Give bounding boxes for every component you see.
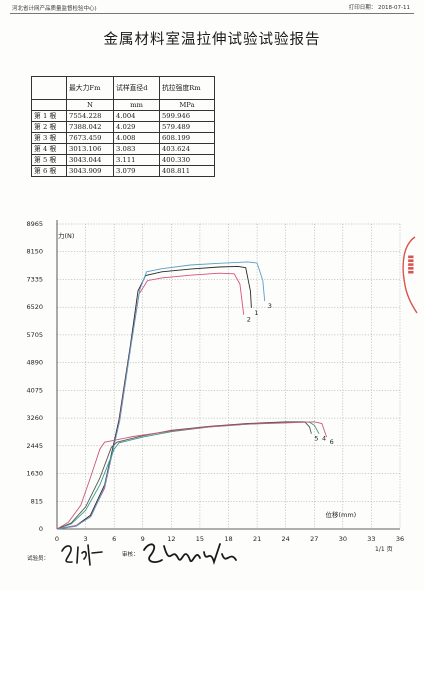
row-label: 第 3 根	[31, 132, 67, 144]
tester-label: 试验员：	[27, 556, 50, 562]
row-rm: 579.489	[158, 121, 216, 133]
series-line-6	[56, 421, 328, 530]
y-tick-label: 8965	[26, 220, 43, 228]
reviewer-label: 审核：	[122, 552, 139, 558]
row-fm: 7673.459	[65, 132, 115, 144]
x-tick-label: 15	[196, 535, 204, 543]
x-tick-label: 0	[55, 535, 59, 543]
x-tick-label: 21	[253, 535, 261, 543]
row-d: 4.004	[113, 110, 160, 122]
x-tick-label: 36	[396, 535, 404, 543]
table-header-rm: 抗拉强度Rm	[158, 76, 216, 100]
row-d: 4.029	[113, 121, 160, 133]
row-rm: 608.199	[158, 132, 216, 144]
row-label: 第 4 根	[31, 143, 67, 155]
row-rm: 403.624	[158, 143, 216, 155]
x-tick-label: 33	[367, 535, 375, 543]
series-label-3: 3	[268, 302, 272, 310]
results-table: 最大力Fm 试样直径d 抗拉强度Rm N mm MPa 第 1 根 7554.2…	[31, 76, 216, 177]
row-rm: 408.811	[158, 165, 216, 177]
table-row: 第 1 根 7554.228 4.004 599.946	[31, 110, 216, 122]
table-header-blank	[31, 76, 67, 100]
force-displacement-chart: 0 3 6 9 12 15 18 21 24 27 30 33 36081516302445326040…	[26, 220, 404, 543]
y-tick-label: 4075	[26, 386, 43, 394]
x-tick-label: 6	[112, 535, 116, 543]
y-tick-label: 1630	[26, 470, 43, 478]
y-axis-label: 力(N)	[58, 231, 74, 240]
x-axis-label: 位移(mm)	[325, 510, 356, 519]
x-tick-label: 18	[224, 535, 232, 543]
table-header-row: 最大力Fm 试样直径d 抗拉强度Rm	[31, 76, 216, 100]
tester-signature	[61, 544, 103, 566]
row-d: 3.079	[113, 165, 160, 177]
y-tick-label: 8150	[26, 248, 43, 256]
row-fm: 3013.106	[65, 143, 115, 155]
table-header-fm: 最大力Fm	[65, 76, 115, 100]
y-tick-label: 4890	[26, 359, 43, 367]
unit-rm: MPa	[158, 99, 216, 111]
row-label: 第 5 根	[31, 154, 67, 166]
x-tick-label: 24	[282, 535, 290, 543]
svg-text:▮▮▮▮▮: ▮▮▮▮▮	[407, 255, 415, 274]
row-rm: 400.330	[158, 154, 216, 166]
row-fm: 3043.044	[65, 154, 115, 166]
table-header-d: 试样直径d	[113, 76, 160, 100]
x-tick-label: 3	[84, 535, 88, 543]
row-d: 3.083	[113, 143, 160, 155]
organization-header: 河北省计网产品质量监督检验中心)	[12, 6, 97, 12]
unit-d: mm	[113, 99, 160, 111]
row-rm: 599.946	[158, 110, 216, 122]
report-title: 金属材料室温拉伸试验试验报告	[103, 32, 321, 48]
print-date: 打印日期： 2018-07-11	[348, 5, 410, 11]
row-fm: 7388.042	[65, 121, 115, 133]
row-fm: 3043.909	[65, 165, 115, 177]
series-line-5	[56, 421, 312, 530]
series-label-1: 1	[254, 309, 258, 317]
y-tick-label: 3260	[26, 414, 43, 422]
series-line-2	[56, 272, 245, 530]
series-label-2: 2	[247, 316, 251, 324]
series-label-5: 5	[314, 435, 318, 443]
unit-blank	[31, 99, 67, 111]
edge-stamp: ▮▮▮▮▮	[402, 236, 418, 314]
row-label: 第 1 根	[31, 110, 67, 122]
table-row: 第 2 根 7388.042 4.029 579.489	[31, 121, 216, 133]
series-label-4: 4	[322, 435, 326, 443]
row-label: 第 6 根	[31, 165, 67, 177]
unit-fm: N	[65, 99, 115, 111]
y-tick-label: 7335	[26, 275, 43, 283]
page-number: 1/1 页	[375, 546, 393, 553]
row-label: 第 2 根	[31, 121, 67, 133]
x-tick-label: 9	[141, 535, 145, 543]
series-label-6: 6	[330, 438, 334, 446]
x-tick-label: 12	[167, 535, 175, 543]
table-row: 第 6 根 3043.909 3.079 408.811	[31, 165, 216, 177]
table-units-row: N mm MPa	[31, 99, 216, 111]
row-d: 3.111	[113, 154, 160, 166]
report-page: 河北省计网产品质量监督检验中心) 打印日期： 2018-07-11 金属材料室温…	[10, 5, 418, 566]
x-tick-label: 27	[310, 535, 318, 543]
y-tick-label: 815	[31, 497, 43, 505]
table-row: 第 3 根 7673.459 4.008 608.199	[31, 132, 216, 144]
row-d: 4.008	[113, 132, 160, 144]
x-tick-label: 30	[339, 535, 347, 543]
y-tick-label: 0	[39, 525, 43, 533]
y-tick-label: 5705	[26, 331, 43, 339]
row-fm: 7554.228	[65, 110, 115, 122]
table-row: 第 5 根 3043.044 3.111 400.330	[31, 154, 216, 166]
y-tick-label: 6520	[26, 303, 43, 311]
series-line-3	[56, 261, 266, 530]
y-tick-label: 2445	[26, 442, 43, 450]
table-row: 第 4 根 3013.106 3.083 403.624	[31, 143, 216, 155]
series-line-4	[56, 421, 320, 530]
reviewer-signature	[143, 543, 237, 566]
header-rule	[10, 13, 414, 14]
